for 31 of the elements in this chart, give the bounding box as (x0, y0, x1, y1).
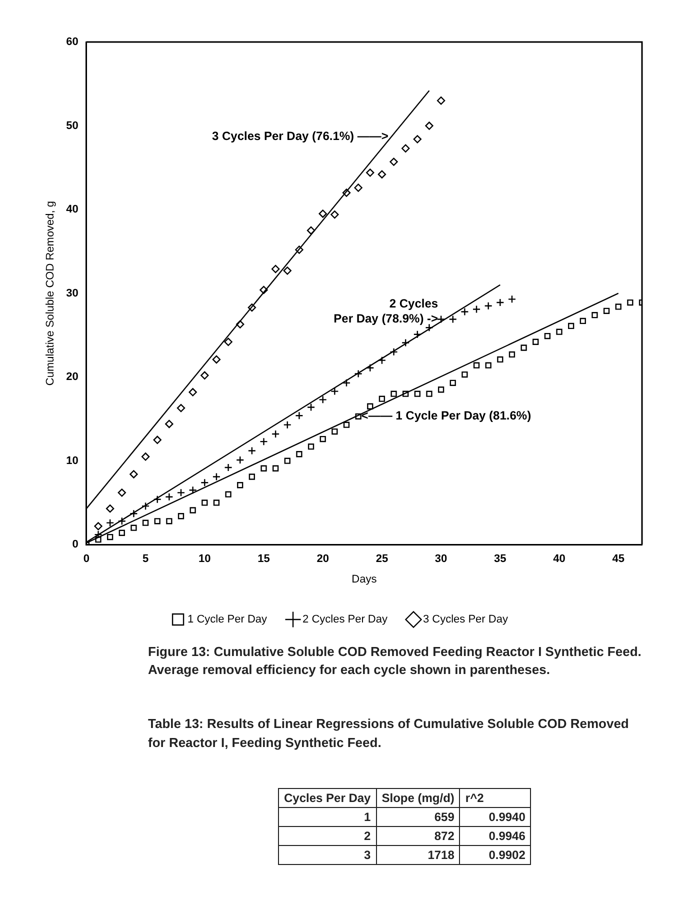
x-tick-label: 10 (198, 553, 211, 566)
y-tick-label: 30 (66, 287, 78, 300)
text: 1 659 0.9940 (364, 810, 526, 824)
x-tick-label: 45 (612, 553, 624, 566)
x-tick-label: 30 (434, 553, 448, 566)
legend-label: 1 Cycle Per Day (188, 614, 268, 626)
x-tick-label: 5 (142, 553, 149, 566)
y-tick-label: 40 (66, 204, 78, 216)
x-tick-label: 25 (376, 553, 388, 566)
x-tick-label: 35 (494, 553, 506, 566)
y-tick-label: 60 (66, 36, 78, 48)
legend-label: 2 Cycles Per Day (302, 614, 388, 626)
x-tick-label: 0 (83, 553, 90, 566)
legend-label: 3 Cycles Per Day (422, 614, 508, 626)
y-tick-label: 0 (72, 538, 78, 551)
caption: Figure 13: Cumulative Soluble COD Removed Feeding Reactor I Synthetic Feed. Average removal efficiency for each cycle shown in parentheses. (148, 643, 642, 680)
y-axis-title: Cumulative Soluble COD Removed, g (44, 200, 57, 386)
caption: Table 13: Results of Linear Regressions of Cumulative Soluble COD Removed for Reactor I, Feeding Synthetic Feed. (148, 715, 630, 752)
y-tick-label: 10 (66, 454, 78, 467)
annotation: 3 Cycles Per Day (76.1%) ——> (212, 128, 388, 143)
text: 2 872 0.9946 (364, 828, 526, 843)
text: 3 1718 0.9902 (364, 848, 526, 862)
x-tick-label: 15 (258, 553, 270, 566)
y-tick-label: 50 (66, 120, 78, 132)
x-tick-label: 40 (553, 553, 566, 566)
x-tick-label: 20 (316, 553, 329, 566)
annotation: <—— 1 Cycle Per Day (81.6%) (361, 408, 532, 423)
y-tick-label: 20 (66, 371, 78, 384)
text: Cycles Per Day Slope (mg/d) r^2 (283, 790, 485, 807)
annotation: 2 Cycles Per Day (78.9%) -> (334, 296, 438, 326)
x-axis-title: Days (352, 573, 378, 586)
